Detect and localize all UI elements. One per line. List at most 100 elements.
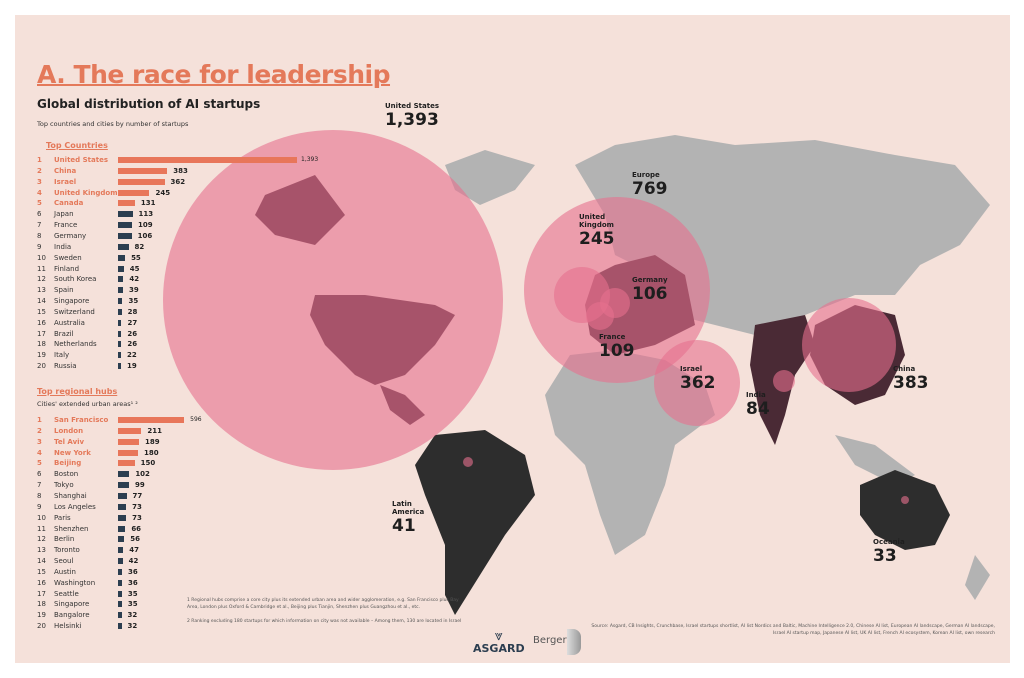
- category-label: Tokyo: [54, 481, 74, 490]
- rank: 6: [37, 210, 42, 219]
- bubble-israel: [654, 340, 740, 426]
- rank: 2: [37, 166, 42, 175]
- category-label: Israel: [54, 177, 77, 186]
- region-label: France 109: [599, 333, 635, 361]
- category-label: Netherlands: [54, 340, 97, 349]
- bar: [118, 308, 122, 315]
- value-label: 36: [127, 567, 138, 576]
- footnote-1: 1 Regional hubs comprise a core city plu…: [187, 598, 459, 610]
- value-label: 35: [127, 589, 138, 598]
- rank: 3: [37, 177, 42, 186]
- bar: [118, 254, 126, 261]
- bar: [118, 352, 121, 359]
- rank: 15: [37, 567, 46, 576]
- footnote-2: 2 Ranking excluding 180 startups for whi…: [187, 619, 462, 624]
- rank: 1: [37, 156, 42, 164]
- rank: 5: [37, 199, 42, 208]
- value-label: 362: [170, 177, 186, 186]
- category-label: Berlin: [54, 535, 75, 544]
- category-label: Washington: [54, 578, 96, 587]
- bar: [118, 363, 121, 370]
- rank: 18: [37, 600, 46, 609]
- rank: 12: [37, 535, 46, 544]
- bar: [118, 417, 185, 423]
- category-label: Singapore: [54, 297, 90, 306]
- category-label: Tel Aviv: [54, 437, 85, 446]
- value-label: 36: [127, 578, 138, 587]
- value-label: 27: [127, 318, 138, 327]
- category-label: India: [54, 242, 72, 251]
- bubbles: [163, 130, 909, 504]
- region-value: 41: [392, 516, 416, 536]
- category-label: Shanghai: [54, 491, 87, 500]
- region-value: 33: [873, 546, 897, 566]
- rank: 3: [37, 437, 42, 446]
- value-label: 26: [127, 340, 138, 349]
- bar: [118, 298, 123, 305]
- source-note: Source: Asgard, CB Insights, Crunchbase,…: [591, 624, 995, 636]
- rank: 1: [37, 416, 42, 424]
- category-label: China: [54, 166, 77, 175]
- category-label: Spain: [54, 286, 74, 295]
- category-label: Seattle: [54, 589, 79, 598]
- rank: 11: [37, 524, 46, 533]
- bar: [118, 471, 130, 478]
- value-label: 106: [137, 231, 153, 240]
- rank: 16: [37, 318, 46, 327]
- bar: [118, 265, 124, 272]
- category-label: London: [54, 426, 84, 435]
- rank: 20: [37, 622, 46, 631]
- value-label: 102: [135, 470, 150, 479]
- top-countries-heading: Top Countries: [46, 141, 108, 150]
- rank: 9: [37, 502, 42, 511]
- bar: [118, 157, 297, 163]
- category-label: Australia: [54, 318, 85, 327]
- value-label: 26: [127, 329, 138, 338]
- category-label: Bangalore: [54, 611, 90, 620]
- value-label: 35: [127, 600, 138, 609]
- region-name: United Kingdom: [579, 213, 614, 229]
- rank: 7: [37, 221, 42, 230]
- value-label: 596: [190, 416, 202, 423]
- value-label: 42: [128, 557, 139, 566]
- value-label: 189: [144, 437, 160, 446]
- rank: 18: [37, 340, 46, 349]
- category-label: Germany: [54, 231, 87, 240]
- category-label: Sweden: [54, 253, 82, 262]
- world-map: [163, 130, 990, 615]
- rank: 17: [37, 329, 46, 338]
- region-label: Latin America 41: [392, 500, 424, 536]
- bubble-united-states: [163, 130, 503, 470]
- bar: [118, 623, 122, 630]
- subtitle: Global distribution of AI startups: [37, 97, 261, 111]
- region-label: United States 1,393: [385, 102, 439, 130]
- rank: 17: [37, 589, 46, 598]
- value-label: 22: [127, 351, 137, 360]
- bar: [118, 547, 124, 554]
- rank: 8: [37, 231, 42, 240]
- region-name: Israel: [680, 365, 703, 373]
- region-value: 383: [893, 373, 929, 393]
- value-label: 73: [132, 502, 142, 511]
- value-label: 19: [127, 362, 137, 371]
- dark-land: [415, 430, 950, 615]
- bubble-oceania: [901, 496, 909, 504]
- rank: 10: [37, 513, 46, 522]
- region-label: Germany 106: [632, 276, 668, 304]
- value-label: 73: [132, 513, 142, 522]
- bar: [118, 287, 123, 294]
- region-label: United Kingdom 245: [579, 213, 615, 249]
- rank: 2: [37, 426, 42, 435]
- category-label: San Francisco: [54, 416, 109, 424]
- rank: 11: [37, 264, 46, 273]
- bar: [118, 330, 122, 337]
- rank: 12: [37, 275, 46, 284]
- region-name: India: [746, 391, 766, 399]
- value-label: 56: [130, 535, 140, 544]
- rank: 15: [37, 307, 46, 316]
- category-label: Switzerland: [54, 307, 95, 316]
- category-label: Brazil: [54, 329, 74, 338]
- value-label: 32: [127, 622, 138, 631]
- category-label: Boston: [54, 470, 79, 479]
- category-label: Austin: [54, 567, 76, 576]
